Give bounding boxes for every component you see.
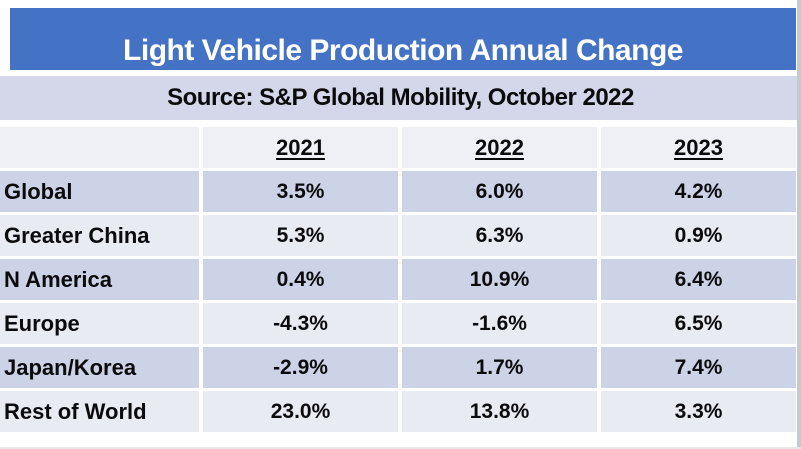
cell-global-2021: 3.5% (203, 171, 398, 212)
row-label-rest-of-world: Rest of World (0, 391, 199, 432)
column-header-2023: 2023 (601, 127, 796, 168)
cell-greater-china-2023: 0.9% (601, 215, 796, 256)
cell-europe-2021: -4.3% (203, 303, 398, 344)
year-label: 2021 (276, 134, 325, 160)
row-label-europe: Europe (0, 303, 199, 344)
cell-n-america-2023: 6.4% (601, 259, 796, 300)
cell-n-america-2022: 10.9% (402, 259, 597, 300)
year-label: 2022 (475, 134, 524, 160)
screenshot-bottom-border (0, 447, 801, 449)
cell-greater-china-2022: 6.3% (402, 215, 597, 256)
cell-n-america-2021: 0.4% (203, 259, 398, 300)
row-label-japan-korea: Japan/Korea (0, 347, 199, 388)
row-label-global: Global (0, 171, 199, 212)
cell-europe-2022: -1.6% (402, 303, 597, 344)
source-text: Source: S&P Global Mobility, October 202… (167, 84, 634, 111)
source-banner: Source: S&P Global Mobility, October 202… (0, 76, 801, 120)
title-banner: Light Vehicle Production Annual Change (10, 8, 796, 70)
cell-global-2023: 4.2% (601, 171, 796, 212)
row-label-n-america: N America (0, 259, 199, 300)
production-table: 2021 2022 2023 Global 3.5% 6.0% 4.2% Gre… (0, 127, 797, 432)
column-header-2022: 2022 (402, 127, 597, 168)
column-header-2021: 2021 (203, 127, 398, 168)
cell-japan-korea-2023: 7.4% (601, 347, 796, 388)
cell-greater-china-2021: 5.3% (203, 215, 398, 256)
screenshot-right-border (797, 0, 801, 449)
cell-europe-2023: 6.5% (601, 303, 796, 344)
cell-japan-korea-2022: 1.7% (402, 347, 597, 388)
cell-rest-of-world-2022: 13.8% (402, 391, 597, 432)
cell-rest-of-world-2023: 3.3% (601, 391, 796, 432)
page-title: Light Vehicle Production Annual Change (123, 34, 683, 67)
cell-global-2022: 6.0% (402, 171, 597, 212)
row-label-greater-china: Greater China (0, 215, 199, 256)
cell-japan-korea-2021: -2.9% (203, 347, 398, 388)
header-empty-cell (0, 127, 199, 168)
year-label: 2023 (674, 134, 723, 160)
cell-rest-of-world-2021: 23.0% (203, 391, 398, 432)
